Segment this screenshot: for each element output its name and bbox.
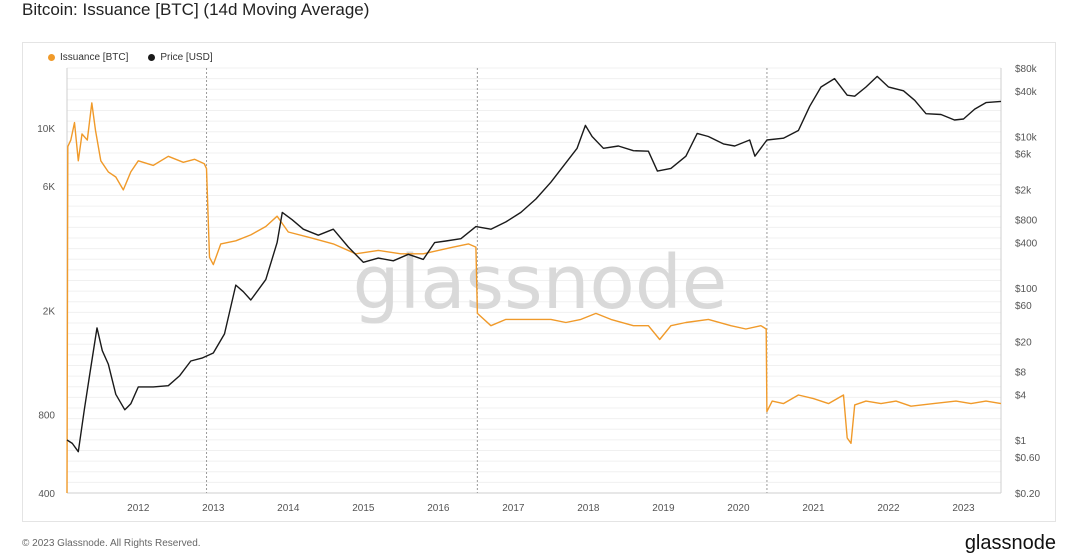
watermark: glassnode <box>353 240 728 326</box>
legend-item-price[interactable]: Price [USD] <box>148 52 213 63</box>
x-tick-label: 2018 <box>577 503 600 514</box>
legend-dot-price <box>148 54 156 61</box>
right-tick-label: $0.60 <box>1015 453 1040 464</box>
x-tick-label: 2022 <box>877 503 900 514</box>
x-tick-label: 2020 <box>727 503 750 514</box>
x-tick-label: 2013 <box>202 503 225 514</box>
x-tick-label: 2021 <box>802 503 825 514</box>
x-tick-label: 2015 <box>352 503 375 514</box>
right-tick-label: $60 <box>1015 301 1032 312</box>
x-tick-label: 2019 <box>652 503 675 514</box>
legend: Issuance [BTC] Price [USD] <box>48 52 213 63</box>
right-tick-label: $40k <box>1015 87 1038 98</box>
legend-dot-issuance <box>48 54 55 61</box>
right-tick-label: $2k <box>1015 186 1032 197</box>
right-tick-label: $10k <box>1015 133 1038 144</box>
left-tick-label: 2K <box>43 307 56 318</box>
price-line <box>66 75 1002 453</box>
right-tick-label: $6k <box>1015 149 1032 160</box>
chart-panel <box>22 42 1056 522</box>
right-tick-label: $1 <box>1015 436 1027 447</box>
issuance-line <box>66 102 1002 494</box>
right-tick-label: $4 <box>1015 390 1027 401</box>
right-tick-label: $8 <box>1015 367 1027 378</box>
right-tick-label: $20 <box>1015 337 1032 348</box>
left-tick-label: 400 <box>38 489 55 500</box>
x-tick-label: 2023 <box>952 503 975 514</box>
right-tick-label: $0.20 <box>1015 489 1040 500</box>
x-tick-label: 2014 <box>277 503 300 514</box>
right-tick-label: $800 <box>1015 216 1038 227</box>
left-tick-label: 6K <box>43 182 56 193</box>
x-tick-label: 2016 <box>427 503 450 514</box>
right-tick-label: $400 <box>1015 239 1038 250</box>
legend-label-price: Price [USD] <box>160 52 213 63</box>
x-tick-label: 2012 <box>127 503 150 514</box>
brand-logo: glassnode <box>964 532 1056 554</box>
legend-label-issuance: Issuance [BTC] <box>60 52 129 63</box>
right-tick-label: $100 <box>1015 284 1038 295</box>
legend-item-issuance[interactable]: Issuance [BTC] <box>48 52 128 63</box>
left-tick-label: 10K <box>37 124 55 135</box>
left-tick-label: 800 <box>38 410 55 421</box>
x-tick-label: 2017 <box>502 503 525 514</box>
copyright-text: © 2023 Glassnode. All Rights Reserved. <box>22 538 201 549</box>
chart-title: Bitcoin: Issuance [BTC] (14d Moving Aver… <box>22 0 370 19</box>
right-tick-label: $80k <box>1015 64 1038 75</box>
